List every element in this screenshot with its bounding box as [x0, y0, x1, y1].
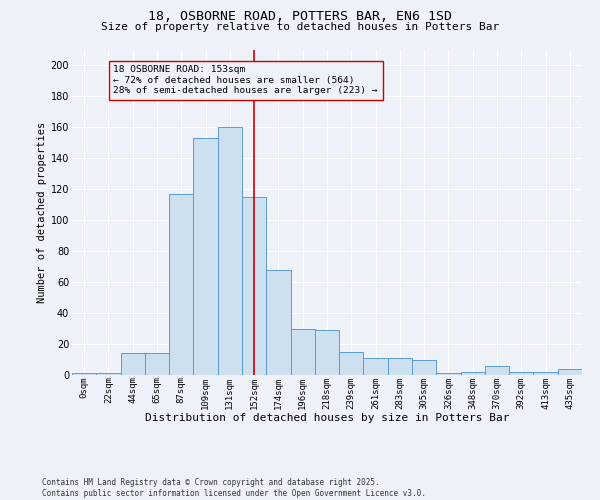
- Bar: [96, 374, 121, 375]
- Bar: [485, 366, 509, 375]
- Bar: [242, 197, 266, 375]
- Text: Contains HM Land Registry data © Crown copyright and database right 2025.
Contai: Contains HM Land Registry data © Crown c…: [42, 478, 426, 498]
- Bar: [533, 372, 558, 375]
- Bar: [509, 372, 533, 375]
- Bar: [169, 194, 193, 375]
- Bar: [436, 374, 461, 375]
- Bar: [558, 369, 582, 375]
- Bar: [364, 358, 388, 375]
- Bar: [412, 360, 436, 375]
- X-axis label: Distribution of detached houses by size in Potters Bar: Distribution of detached houses by size …: [145, 413, 509, 423]
- Bar: [72, 374, 96, 375]
- Text: Size of property relative to detached houses in Potters Bar: Size of property relative to detached ho…: [101, 22, 499, 32]
- Bar: [266, 270, 290, 375]
- Bar: [193, 138, 218, 375]
- Bar: [315, 330, 339, 375]
- Bar: [388, 358, 412, 375]
- Bar: [290, 328, 315, 375]
- Bar: [145, 354, 169, 375]
- Bar: [121, 354, 145, 375]
- Bar: [461, 372, 485, 375]
- Text: 18, OSBORNE ROAD, POTTERS BAR, EN6 1SD: 18, OSBORNE ROAD, POTTERS BAR, EN6 1SD: [148, 10, 452, 23]
- Bar: [339, 352, 364, 375]
- Bar: [218, 128, 242, 375]
- Text: 18 OSBORNE ROAD: 153sqm
← 72% of detached houses are smaller (564)
28% of semi-d: 18 OSBORNE ROAD: 153sqm ← 72% of detache…: [113, 66, 378, 96]
- Y-axis label: Number of detached properties: Number of detached properties: [37, 122, 47, 303]
